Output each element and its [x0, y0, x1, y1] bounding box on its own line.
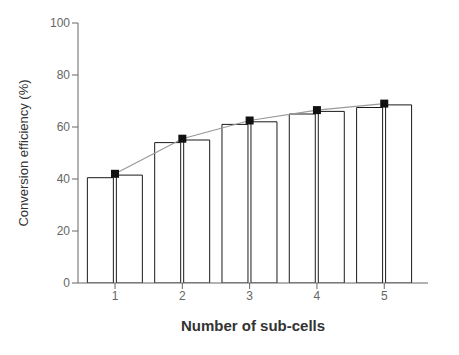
svg-text:1: 1 — [112, 289, 119, 303]
svg-text:5: 5 — [381, 289, 388, 303]
svg-text:4: 4 — [314, 289, 321, 303]
svg-text:3: 3 — [246, 289, 253, 303]
svg-text:0: 0 — [63, 276, 70, 290]
svg-text:60: 60 — [57, 120, 71, 134]
svg-text:40: 40 — [57, 172, 71, 186]
svg-text:Number of sub-cells: Number of sub-cells — [181, 317, 325, 334]
svg-text:80: 80 — [57, 68, 71, 82]
svg-text:2: 2 — [179, 289, 186, 303]
svg-text:100: 100 — [50, 16, 70, 30]
svg-text:Conversion efficiency (%): Conversion efficiency (%) — [16, 79, 31, 226]
svg-text:20: 20 — [57, 224, 71, 238]
